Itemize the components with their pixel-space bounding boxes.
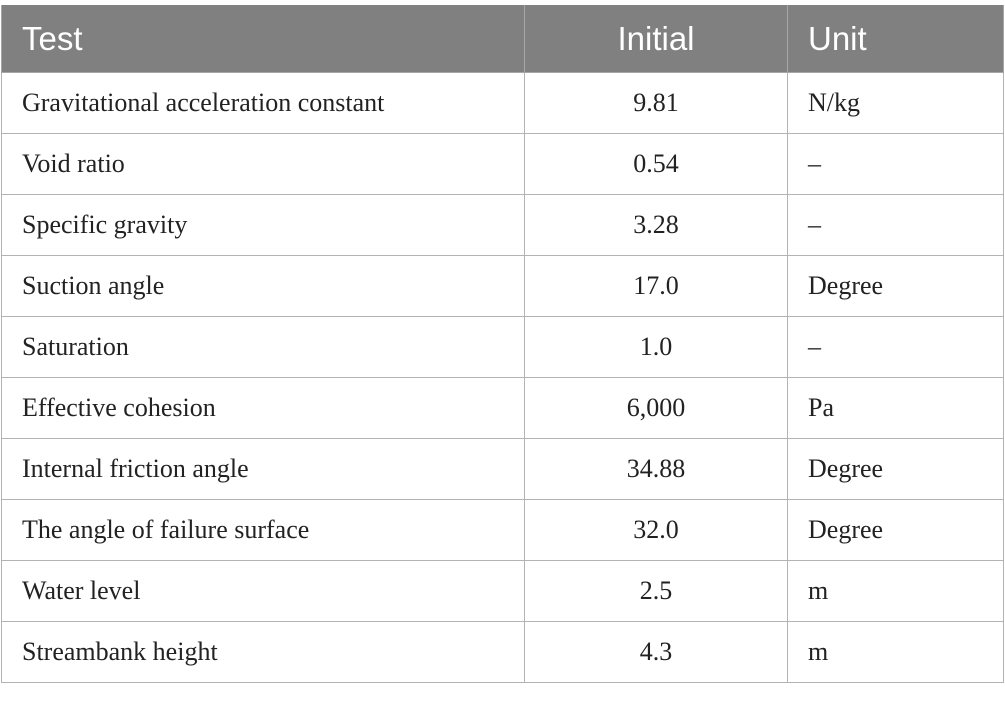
header-cell: Test: [1, 5, 525, 73]
table-cell: Streambank height: [1, 621, 525, 683]
table-cell: 6,000: [524, 377, 788, 439]
data-table: Test Initial Unit Gravitational accelerati…: [1, 5, 1004, 683]
table-body: Gravitational acceleration constant 9.81 N…: [1, 72, 1004, 683]
table-cell: Suction angle: [1, 255, 525, 317]
table-row: Gravitational acceleration constant 9.81 N…: [1, 72, 1004, 134]
table-cell: 17.0: [524, 255, 788, 317]
table-row: Effective cohesion 6,000 Pa: [1, 377, 1004, 439]
table-cell: Degree: [787, 499, 1004, 561]
table-cell: Void ratio: [1, 133, 525, 195]
table-cell: 0.54: [524, 133, 788, 195]
table-row: Internal friction angle 34.88 Degree: [1, 438, 1004, 500]
header-cell: Unit: [787, 5, 1004, 73]
table-row: Streambank height 4.3 m: [1, 621, 1004, 683]
table-header: Test Initial Unit: [1, 5, 1004, 73]
table-cell: m: [787, 621, 1004, 683]
table-cell: Degree: [787, 438, 1004, 500]
table-cell: 3.28: [524, 194, 788, 256]
table-cell: 2.5: [524, 560, 788, 622]
table-cell: Gravitational acceleration constant: [1, 72, 525, 134]
table-cell: 32.0: [524, 499, 788, 561]
table-cell: –: [787, 194, 1004, 256]
table-cell: 9.81: [524, 72, 788, 134]
table-cell: –: [787, 316, 1004, 378]
table-row: Water level 2.5 m: [1, 560, 1004, 622]
table-cell: 34.88: [524, 438, 788, 500]
table-cell: Saturation: [1, 316, 525, 378]
table-row: Specific gravity 3.28–: [1, 194, 1004, 256]
table-cell: 4.3: [524, 621, 788, 683]
table-cell: m: [787, 560, 1004, 622]
table-cell: The angle of failure surface: [1, 499, 525, 561]
header-cell: Initial: [524, 5, 788, 73]
table-cell: Internal friction angle: [1, 438, 525, 500]
table-row: Saturation 1.0–: [1, 316, 1004, 378]
table-cell: Water level: [1, 560, 525, 622]
table-cell: Effective cohesion: [1, 377, 525, 439]
header-row: Test Initial Unit: [1, 5, 1004, 73]
table-cell: N/kg: [787, 72, 1004, 134]
table-cell: Specific gravity: [1, 194, 525, 256]
table-cell: –: [787, 133, 1004, 195]
table-cell: Pa: [787, 377, 1004, 439]
table-row: The angle of failure surface 32.0 Degree: [1, 499, 1004, 561]
table-cell: Degree: [787, 255, 1004, 317]
table-row: Void ratio 0.54–: [1, 133, 1004, 195]
table-row: Suction angle 17.0 Degree: [1, 255, 1004, 317]
table-cell: 1.0: [524, 316, 788, 378]
